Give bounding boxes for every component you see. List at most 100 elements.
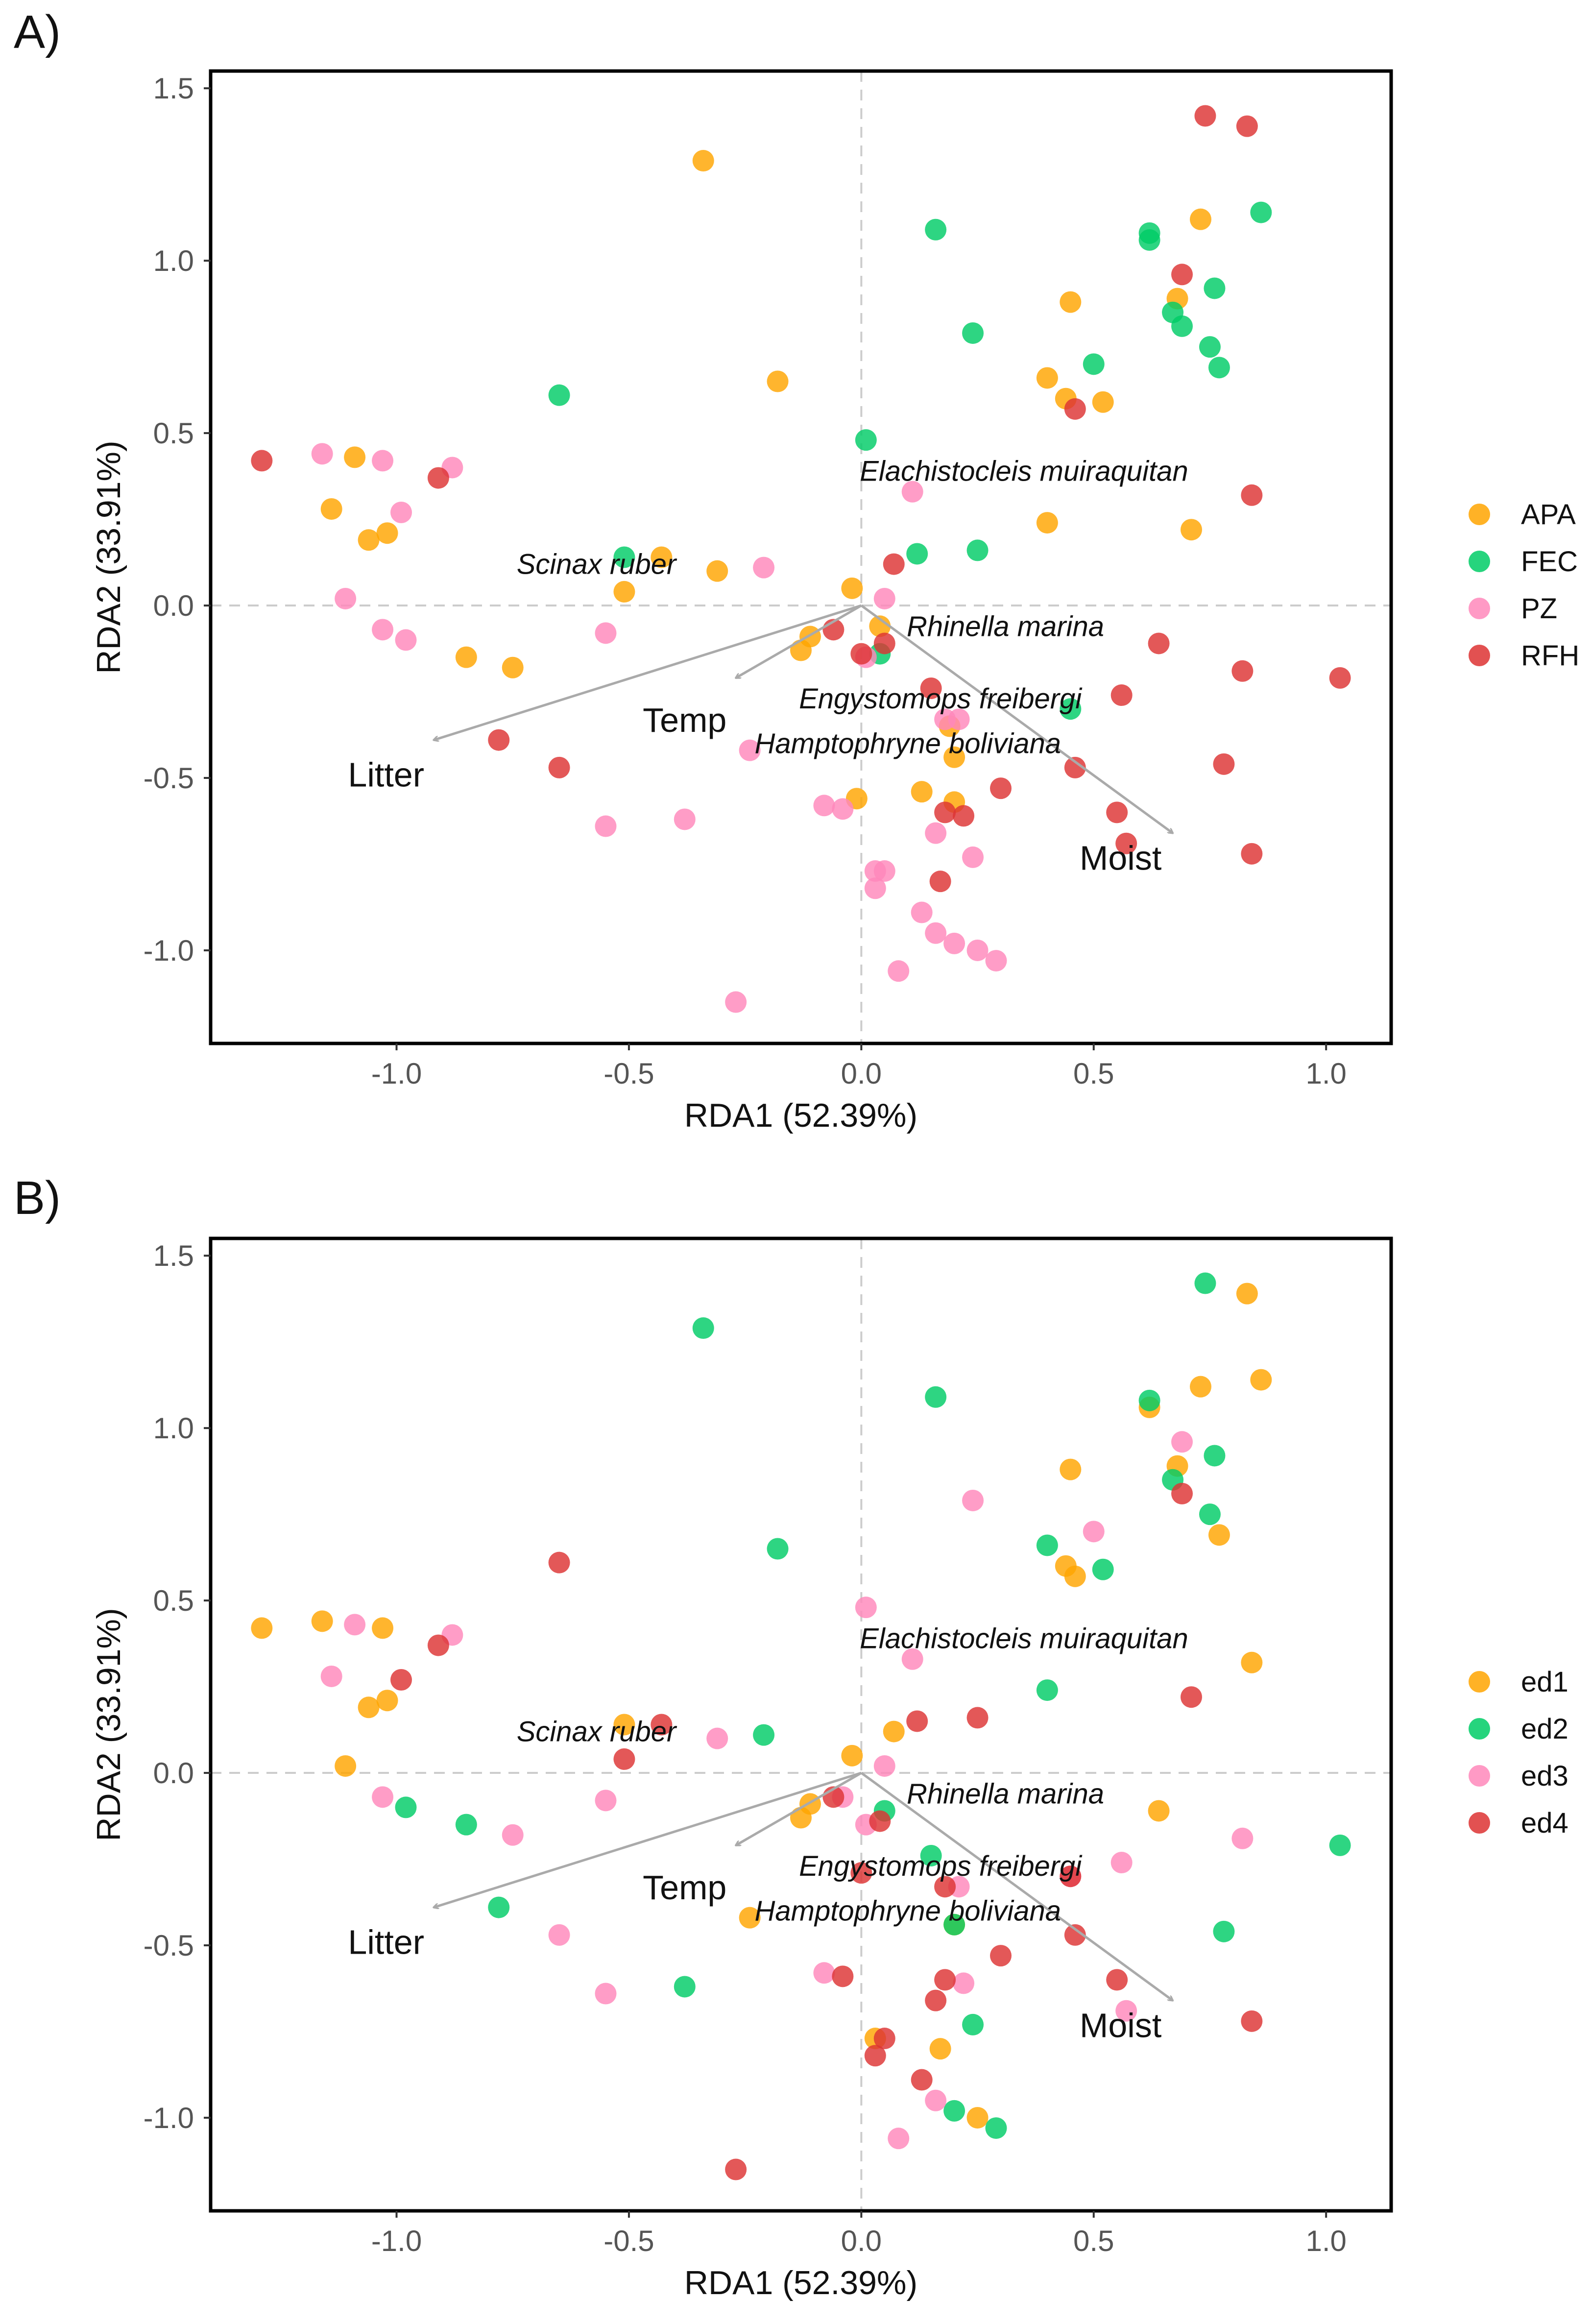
point-pz-16 [832, 798, 854, 820]
point-apa-9 [320, 498, 342, 520]
point-rfh-26 [929, 871, 951, 893]
species-label: Hamptophryne boliviana [754, 1895, 1061, 1927]
point-ed2-15 [395, 1796, 417, 1818]
panel-label: B) [14, 1172, 61, 1224]
point-pz-23 [864, 877, 886, 899]
point-rfh-19 [1213, 753, 1235, 775]
arrow-temp [736, 604, 862, 679]
point-pz-29 [888, 960, 910, 982]
point-ed1-12 [1241, 1651, 1263, 1673]
point-ed3-21 [953, 1972, 975, 1994]
point-ed4-6 [906, 1710, 928, 1732]
x-tick-label: 0.0 [841, 1057, 882, 1090]
point-rfh-17 [548, 756, 570, 778]
point-fec-15 [966, 539, 989, 561]
x-tick-label: 1.0 [1305, 2225, 1346, 2257]
arrow-label-litter: Litter [348, 1923, 424, 1961]
legend-label-ed2: ed2 [1521, 1713, 1568, 1745]
species-label: Rhinella marina [907, 1778, 1104, 1810]
point-ed1-9 [251, 1617, 273, 1639]
point-fec-13 [613, 546, 635, 568]
point-ed1-22 [739, 1907, 761, 1929]
legend-swatch-ed2 [1469, 1718, 1490, 1740]
point-ed3-16 [1110, 1852, 1133, 1874]
arrow-label-temp: Temp [643, 701, 726, 739]
arrow-moist [860, 605, 1173, 833]
point-ed1-18 [841, 1744, 863, 1767]
point-ed2-17 [488, 1896, 510, 1918]
point-pz-30 [725, 991, 747, 1013]
point-ed1-15 [335, 1755, 357, 1777]
point-ed2-22 [943, 2100, 965, 2122]
point-apa-0 [692, 150, 714, 172]
point-ed3-2 [1083, 1521, 1105, 1543]
point-rfh-2 [1171, 264, 1193, 286]
point-ed4-8 [613, 1748, 635, 1770]
point-ed2-23 [985, 2117, 1007, 2139]
point-ed3-6 [901, 1648, 923, 1670]
point-pz-7 [873, 587, 895, 609]
x-tick-label: 0.5 [1073, 2225, 1114, 2257]
point-ed2-21 [962, 2013, 984, 2035]
point-rfh-18 [1064, 756, 1086, 778]
point-ed3-25 [888, 2128, 910, 2150]
arrow-label-moist: Moist [1080, 2007, 1161, 2045]
point-ed2-11 [753, 1724, 775, 1746]
point-apa-24 [911, 781, 933, 803]
point-ed2-20 [674, 1976, 696, 1998]
point-ed1-0 [1236, 1283, 1258, 1305]
point-rfh-24 [1115, 832, 1137, 854]
point-ed4-20 [1241, 2010, 1263, 2032]
point-ed1-17 [883, 1720, 905, 1743]
point-ed4-1 [548, 1551, 570, 1574]
point-ed4-22 [864, 2045, 886, 2067]
point-apa-15 [706, 560, 728, 582]
point-rfh-16 [488, 729, 510, 751]
x-tick-label: -1.0 [371, 2225, 422, 2257]
panel-a: A) Litter Temp Moist Elachistocleis muiraqui… [14, 6, 1579, 1134]
point-rfh-1 [1236, 115, 1258, 137]
legend-label-ed1: ed1 [1521, 1666, 1568, 1698]
point-pz-12 [739, 739, 761, 761]
point-ed3-24 [925, 2089, 947, 2111]
arrow-label-moist: Moist [1080, 839, 1161, 877]
species-label: Hamptophryne boliviana [754, 728, 1061, 760]
point-ed1-13 [376, 1690, 398, 1712]
point-rfh-6 [1241, 484, 1263, 506]
legend: ed1 ed2 ed3 ed4 [1469, 1666, 1568, 1839]
point-ed3-3 [855, 1597, 877, 1619]
point-ed4-17 [934, 1969, 956, 1991]
point-ed1-14 [358, 1696, 380, 1719]
point-pz-26 [943, 932, 965, 954]
point-ed4-3 [390, 1669, 412, 1691]
point-ed3-14 [502, 1824, 524, 1846]
y-axis-title: RDA2 (33.91%) [90, 1608, 127, 1841]
point-fec-12 [855, 429, 877, 451]
y-tick-label: 0.0 [153, 589, 194, 622]
x-axis-title: RDA1 (52.39%) [684, 2264, 917, 2301]
x-tick-label: -0.5 [603, 2225, 654, 2257]
point-rfh-4 [251, 450, 273, 472]
point-pz-4 [901, 481, 923, 503]
point-ed3-4 [344, 1614, 366, 1636]
point-fec-2 [1138, 229, 1160, 251]
legend: APA FEC PZ RFH [1469, 499, 1579, 672]
point-pz-8 [372, 619, 394, 641]
point-ed2-2 [925, 1386, 947, 1408]
y-tick-label: 1.0 [153, 244, 194, 277]
legend-swatch-fec [1469, 551, 1490, 572]
point-apa-17 [841, 577, 863, 599]
point-ed1-7 [1064, 1565, 1086, 1587]
species-label: Elachistocleis muiraquitan [860, 1623, 1188, 1655]
x-tick-label: -0.5 [603, 1057, 654, 1090]
y-tick-label: -1.0 [144, 934, 194, 967]
point-apa-21 [502, 656, 524, 678]
point-ed1-16 [613, 1714, 635, 1736]
point-ed4-23 [911, 2069, 933, 2091]
legend-label-pz: PZ [1521, 593, 1557, 625]
point-apa-10 [376, 522, 398, 544]
point-ed3-22 [595, 1983, 617, 2005]
point-apa-12 [1036, 512, 1058, 534]
y-tick-label: -0.5 [144, 1929, 194, 1962]
